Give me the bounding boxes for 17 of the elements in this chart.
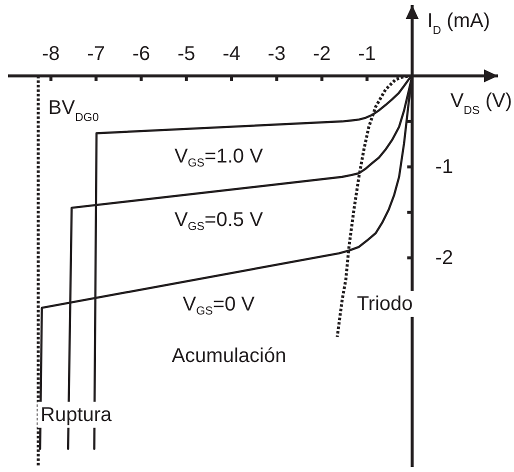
x-tick-label: -8 [42,42,60,65]
x-tick-label: -3 [268,42,286,65]
y-axis-title: I$_{D}$ (mA) [427,10,490,36]
annotation: Triodo [356,292,413,315]
x-tick-label: -2 [312,42,331,65]
annotation: Acumulación [172,345,286,368]
x-tick-label: -4 [222,42,240,65]
x-axis-title: V$_{DS}$ (V) [450,90,512,116]
series-label: V$_{GS}$=0.5 V [174,209,264,233]
x-tick-label: -6 [132,42,150,65]
series-label: V$_{GS}$=1.0 V [174,145,264,170]
series-label: V$_{GS}$=0 V [182,293,256,318]
x-tick-label: -1 [358,42,376,65]
ref-line-label: BV$_{DG0}$ [48,96,99,124]
annotation: Ruptura [40,404,113,426]
x-tick-label: -5 [177,42,196,65]
x-tick-label: -7 [87,42,105,65]
